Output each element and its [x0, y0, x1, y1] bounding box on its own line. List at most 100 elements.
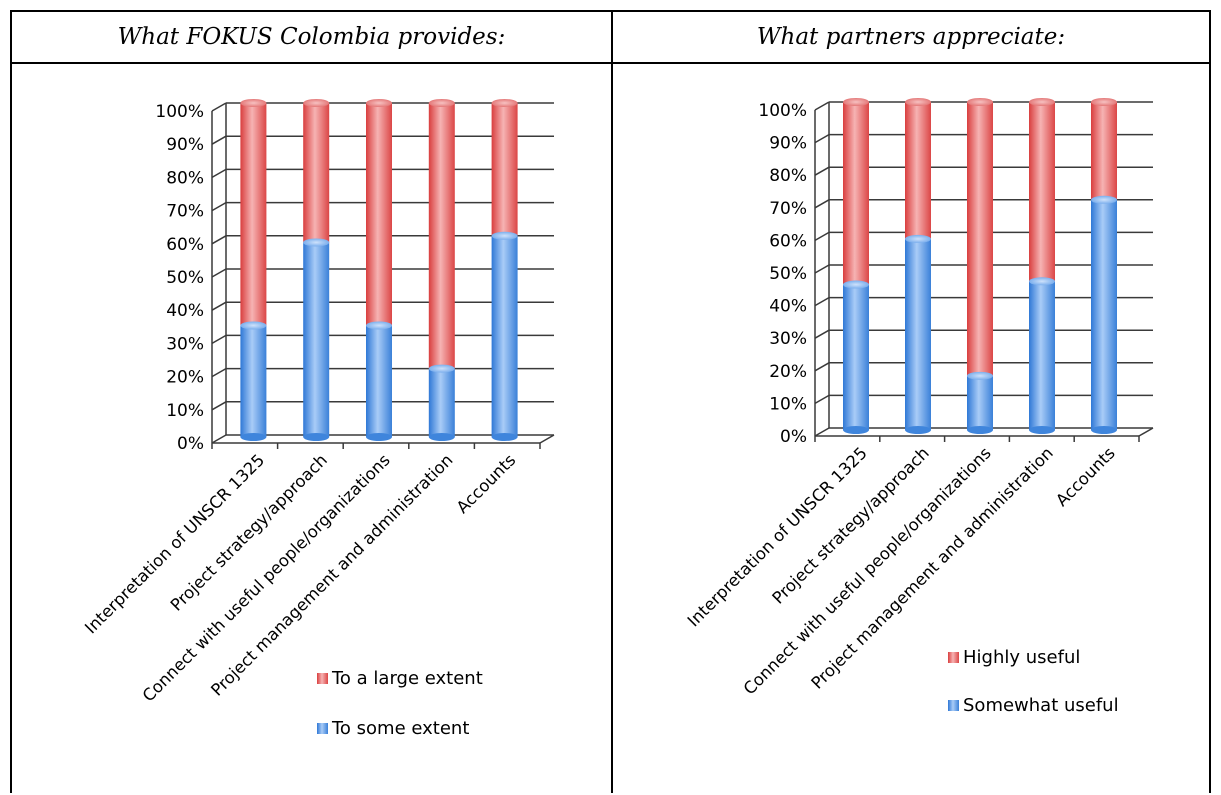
bar-top-cap [491, 99, 518, 107]
segment-boundary-cap [1091, 195, 1117, 204]
segment-boundary-cap [905, 234, 931, 243]
y-tick-label: 10% [166, 401, 204, 421]
bar-group [428, 99, 455, 441]
gridline-depth [211, 102, 227, 112]
y-tick-label: 100% [758, 101, 807, 121]
gridline-depth [814, 231, 830, 242]
gridline-depth [211, 168, 227, 179]
segment-boundary-cap [967, 371, 993, 380]
bar-segment-5-somewhat-useful [1091, 199, 1117, 430]
bar-group [1091, 98, 1117, 434]
bar-segment-1-somewhat-useful [843, 284, 869, 430]
segment-boundary-cap [491, 231, 518, 240]
bar-segment-1-highly-useful [843, 102, 869, 285]
bar-group [905, 98, 931, 434]
gridline-depth [211, 268, 227, 278]
gridline-depth [814, 101, 830, 111]
floor-edge [1138, 427, 1154, 437]
legend-label: To a large extent [331, 668, 483, 689]
y-tick-label: 90% [769, 134, 807, 154]
segment-boundary-cap [1029, 277, 1055, 286]
segment-boundary-cap [843, 280, 869, 289]
y-tick-label: 40% [769, 297, 807, 317]
comparison-table: What FOKUS Colombia provides: What partn… [10, 10, 1211, 793]
bar-top-cap [905, 98, 931, 106]
bar-segment-4-to-some-extent [428, 368, 455, 437]
bar-base-cap [303, 433, 330, 441]
bar-group [843, 98, 869, 434]
segment-boundary-cap [303, 238, 330, 247]
gridline-depth [211, 235, 227, 245]
gridline-depth [211, 401, 227, 411]
right-column-header: What partners appreciate: [756, 24, 1066, 50]
bar-segment-5-highly-useful [1091, 102, 1117, 200]
legend: To a large extent To some extent [317, 668, 483, 739]
bar-segment-3-highly-useful [967, 102, 993, 376]
table-header-row: What FOKUS Colombia provides: What partn… [12, 12, 1209, 64]
bar-base-cap [428, 433, 455, 441]
bar-top-cap [843, 98, 869, 106]
gridline-depth [211, 301, 227, 311]
bar-base-cap [1029, 426, 1055, 434]
x-tick-label: Accounts [1052, 443, 1119, 510]
y-tick-label: 30% [166, 334, 204, 354]
bar-segment-1-to-some-extent [240, 325, 267, 437]
bar-base-cap [240, 433, 267, 441]
bar-segment-4-highly-useful [1029, 102, 1055, 282]
y-tick-label: 20% [769, 362, 807, 382]
bar-base-cap [967, 426, 993, 434]
left-column-header: What FOKUS Colombia provides: [117, 24, 506, 50]
bar-segment-3-somewhat-useful [967, 375, 993, 430]
bar-segment-2-to-a-large-extent [303, 103, 330, 243]
y-tick-label: 50% [166, 268, 204, 288]
legend-label: Highly useful [963, 647, 1080, 668]
gridline-depth [814, 166, 830, 176]
x-tick-label: Accounts [453, 450, 520, 517]
bar-segment-5-to-a-large-extent [491, 103, 518, 236]
bar-top-cap [240, 99, 267, 107]
bar-base-cap [491, 433, 518, 441]
legend-swatch [948, 652, 959, 663]
y-tick-label: 40% [166, 301, 204, 321]
y-tick-label: 60% [769, 231, 807, 251]
y-tick-label: 30% [769, 329, 807, 349]
bar-group [240, 99, 267, 441]
bar-group [491, 99, 518, 441]
bar-segment-5-to-some-extent [491, 235, 518, 437]
bar-segment-2-somewhat-useful [905, 238, 931, 430]
gridline-depth [814, 133, 830, 144]
bar-group [366, 99, 392, 441]
y-tick-label: 20% [166, 368, 204, 388]
bar-top-cap [428, 99, 455, 107]
gridline-depth [814, 264, 830, 274]
legend-swatch [317, 723, 328, 734]
bar-base-cap [1091, 426, 1117, 434]
bar-segment-4-to-a-large-extent [428, 103, 455, 369]
gridline-depth [211, 334, 227, 345]
y-tick-label: 70% [166, 202, 204, 222]
legend-swatch [317, 673, 328, 684]
bar-base-cap [905, 426, 931, 434]
floor-edge [539, 434, 555, 444]
bar-group [967, 98, 993, 434]
segment-boundary-cap [366, 321, 392, 330]
bar-top-cap [967, 98, 993, 106]
gridline-depth [814, 199, 830, 209]
legend: Highly useful Somewhat useful [948, 647, 1119, 716]
bar-top-cap [1091, 98, 1117, 106]
gridline-depth [211, 434, 227, 444]
legend-swatch [948, 700, 959, 711]
legend-label: Somewhat useful [963, 695, 1119, 716]
y-tick-label: 0% [780, 427, 807, 447]
segment-boundary-cap [428, 364, 455, 373]
legend-label: To some extent [331, 718, 469, 739]
bar-segment-1-to-a-large-extent [240, 103, 267, 326]
y-tick-label: 60% [166, 235, 204, 255]
bar-top-cap [303, 99, 330, 107]
y-tick-label: 100% [155, 102, 204, 122]
y-tick-label: 50% [769, 264, 807, 284]
gridline-depth [211, 135, 227, 145]
bar-segment-4-somewhat-useful [1029, 281, 1055, 430]
gridline-depth [814, 394, 830, 405]
gridline-depth [814, 362, 830, 372]
